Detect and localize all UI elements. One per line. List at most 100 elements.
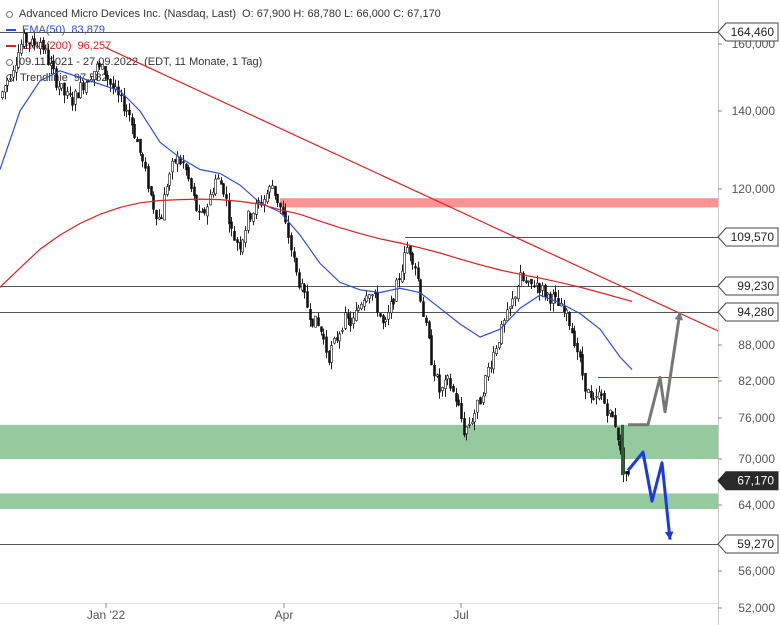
- candle-body: [77, 92, 80, 99]
- candle-body: [322, 333, 325, 340]
- candle-body: [455, 393, 458, 402]
- candle-body: [460, 403, 463, 420]
- bullish-projection-path: [628, 311, 682, 427]
- y-tick-label: 64,000: [738, 498, 775, 512]
- candle-body: [449, 378, 452, 389]
- candle-body: [182, 161, 185, 164]
- candle-body: [306, 291, 309, 308]
- candle-body: [206, 206, 209, 217]
- candle-body: [239, 241, 242, 250]
- candle-body: [419, 279, 422, 302]
- candle-body: [527, 280, 530, 283]
- candle-body: [171, 160, 174, 173]
- candle-body: [190, 178, 193, 189]
- candle-body: [325, 336, 328, 353]
- candle-body: [487, 367, 490, 378]
- candle-body: [317, 317, 320, 326]
- candle-body: [287, 222, 290, 238]
- candle-body: [230, 221, 233, 229]
- candle-body: [544, 285, 547, 298]
- candle-body: [514, 296, 517, 300]
- candle-body: [236, 239, 239, 243]
- price-badge-label: 164,460: [731, 25, 775, 39]
- candle-body: [479, 397, 482, 405]
- candle-body: [249, 213, 252, 220]
- candle-body: [355, 309, 358, 321]
- candle-body: [176, 155, 179, 165]
- projection-layer: [626, 311, 684, 540]
- price-badge: [717, 276, 779, 296]
- candle-body: [160, 217, 163, 220]
- candle-body: [155, 210, 158, 220]
- candle-body: [195, 194, 198, 211]
- ema50-swatch: [6, 29, 16, 31]
- candle-body: [611, 411, 614, 418]
- y-tick-label: 82,000: [738, 374, 775, 388]
- candle-body: [333, 338, 336, 344]
- candle-body: [538, 283, 541, 293]
- candle-body: [131, 117, 134, 126]
- candle-body: [247, 210, 250, 231]
- candle-body: [517, 286, 520, 300]
- candle-body: [522, 272, 525, 282]
- candle-body: [276, 193, 279, 203]
- candle-body: [309, 309, 312, 320]
- candle-body: [438, 374, 441, 393]
- candle-body: [457, 399, 460, 406]
- candle-body: [128, 109, 131, 116]
- candle-body: [495, 348, 498, 355]
- time-axis[interactable]: Jan '22 Apr Jul: [0, 603, 718, 622]
- candle-body: [268, 186, 271, 193]
- candle-body: [590, 390, 593, 398]
- candle-body: [384, 319, 387, 323]
- candle-body: [500, 324, 503, 344]
- candle-body: [144, 161, 147, 169]
- candle-body: [603, 393, 606, 404]
- candle-body: [614, 415, 617, 427]
- candle-body: [39, 42, 42, 50]
- ema-layer: [0, 70, 633, 371]
- trendline: [104, 46, 721, 333]
- candle-body: [617, 427, 620, 441]
- candle-body: [9, 77, 12, 80]
- price-badge: [717, 471, 779, 491]
- candle-body: [141, 153, 144, 162]
- candle-body: [506, 309, 509, 321]
- candle-body: [15, 64, 18, 73]
- zone-support-lower: [0, 493, 718, 510]
- candle-body: [106, 74, 109, 80]
- horizontal-lines-layer: [0, 32, 718, 545]
- candle-body: [428, 321, 431, 339]
- candle-body: [471, 421, 474, 424]
- candle-body: [47, 49, 50, 65]
- candle-body: [1, 91, 4, 98]
- price-badge-label: 59,270: [737, 537, 774, 551]
- candle-body: [255, 202, 258, 215]
- candle-body: [4, 85, 7, 93]
- candle-body: [266, 193, 269, 203]
- candle-body: [179, 157, 182, 165]
- candle-body: [573, 330, 576, 347]
- range-note: (EDT, 11 Monate, 1 Tag): [144, 56, 263, 68]
- candle-body: [17, 52, 20, 68]
- candle-body: [595, 395, 598, 398]
- x-tick-label: Apr: [275, 608, 294, 622]
- candle-body: [74, 90, 77, 105]
- x-tick-label: Jul: [453, 608, 468, 622]
- price-axis[interactable]: 52,000 56,000 64,000 70,000 76,000 82,000 88,0…: [717, 0, 780, 625]
- candle-body: [63, 82, 66, 96]
- candle-body: [390, 301, 393, 314]
- candle-body: [587, 389, 590, 393]
- candle-body: [444, 379, 447, 389]
- candle-body: [244, 230, 247, 243]
- candle-body: [69, 93, 72, 96]
- candle-body: [28, 42, 31, 45]
- candle-body: [222, 183, 225, 195]
- candle-body: [417, 267, 420, 279]
- candle-body: [125, 109, 128, 112]
- candle-body: [368, 294, 371, 299]
- y-tick-label: 56,000: [738, 564, 775, 578]
- price-badge-label: 67,170: [737, 474, 774, 488]
- candle-body: [341, 329, 344, 332]
